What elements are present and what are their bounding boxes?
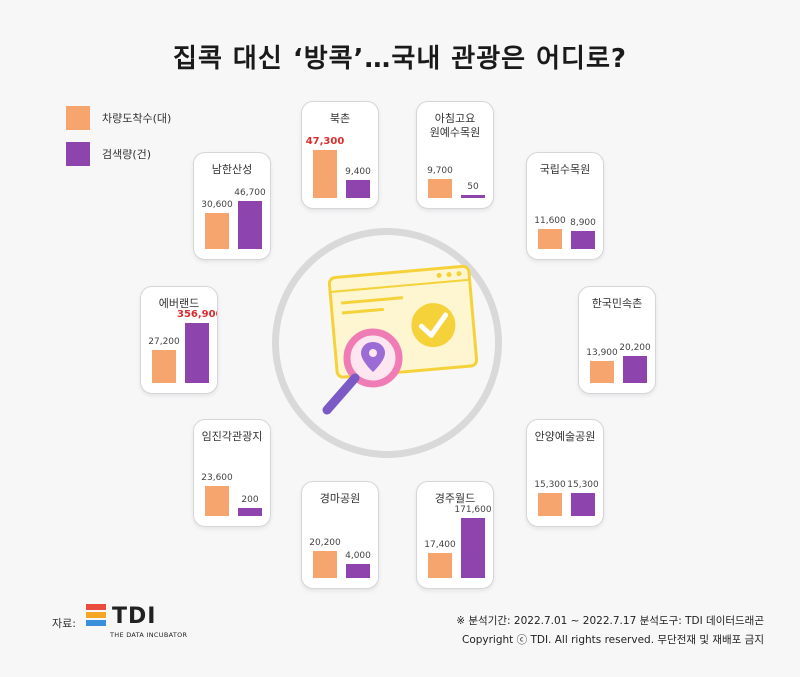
- card-10: 남한산성 30,600 46,700: [193, 152, 271, 260]
- legend: 차량도착수(대) 검색량(건): [66, 106, 171, 178]
- value-label-vehicles: 11,600: [534, 215, 566, 226]
- value-label-vehicles: 30,600: [201, 199, 233, 210]
- legend-swatch-vehicles: [66, 106, 90, 130]
- value-label-vehicles: 17,400: [424, 539, 456, 550]
- bar-vehicles: [313, 150, 337, 198]
- bar-vehicles: [538, 492, 562, 516]
- bar-searches: [346, 179, 370, 198]
- card-2: 아침고요 원예수목원 9,700 50: [416, 101, 494, 209]
- bar-searches: [623, 355, 647, 383]
- value-label-vehicles: 23,600: [201, 472, 233, 483]
- card-title: 북촌: [329, 112, 351, 125]
- source-label: 자료:: [52, 617, 76, 630]
- analysis-period-note: ※ 분석기간: 2022.7.01 ~ 2022.7.17 분석도구: TDI …: [456, 615, 764, 627]
- bar-vehicles: [152, 349, 176, 383]
- card-8: 임진각관광지 23,600 200: [193, 419, 271, 527]
- center-ring: [272, 228, 502, 458]
- value-label-searches: 50: [467, 182, 479, 192]
- value-label-vehicles: 20,200: [309, 537, 341, 548]
- card-3: 국립수목원 11,600 8,900: [526, 152, 604, 260]
- bar-vehicles: [428, 179, 452, 198]
- copyright-note: Copyright ⓒ TDI. All rights reserved. 무단…: [461, 634, 764, 646]
- card-1: 북촌 47,300 9,400: [301, 101, 379, 209]
- value-label-searches: 171,600: [454, 505, 492, 515]
- bar-searches: [571, 230, 595, 249]
- card-5: 안양예술공원 15,300 15,300: [526, 419, 604, 527]
- card-title: 안양예술공원: [534, 430, 596, 443]
- bar-searches: [346, 564, 370, 578]
- card-title: 임진각관광지: [201, 430, 263, 443]
- bar-vehicles: [205, 212, 229, 249]
- page-title: 집콕 대신 ‘방콕’…국내 관광은 어디로?: [173, 44, 627, 74]
- value-label-searches: 9,400: [345, 166, 371, 177]
- value-label-searches: 8,900: [570, 217, 596, 228]
- card-title: 한국민속촌: [591, 297, 643, 310]
- value-label-vehicles: 9,700: [427, 166, 453, 177]
- legend-label-searches: 검색량(건): [102, 148, 152, 161]
- card-title: 국립수목원: [539, 163, 591, 176]
- bar-searches: [461, 195, 485, 198]
- legend-item-searches: 검색량(건): [66, 142, 171, 166]
- bar-searches: [461, 518, 485, 578]
- legend-label-vehicles: 차량도착수(대): [102, 112, 172, 125]
- value-label-searches: 46,700: [234, 188, 266, 198]
- legend-item-vehicles: 차량도착수(대): [66, 106, 171, 130]
- bar-vehicles: [205, 485, 229, 516]
- value-label-vehicles: 15,300: [534, 479, 566, 490]
- card-9: 에버랜드 27,200 356,900: [140, 286, 218, 394]
- bar-searches: [571, 492, 595, 516]
- value-label-vehicles: 27,200: [148, 336, 180, 347]
- value-label-searches: 15,300: [567, 479, 599, 490]
- card-title: 경주월드: [434, 492, 476, 505]
- value-label-searches: 200: [241, 495, 259, 505]
- value-label-searches: 356,900: [177, 309, 218, 320]
- value-label-vehicles: 13,900: [586, 347, 618, 358]
- value-label-searches: 20,200: [619, 342, 651, 353]
- bar-searches: [185, 323, 209, 383]
- logo-text: TDI: [112, 604, 157, 629]
- value-label-searches: 4,000: [345, 551, 371, 561]
- bar-searches: [238, 508, 262, 516]
- bar-searches: [238, 201, 262, 249]
- card-6: 경주월드 17,400 171,600: [416, 481, 494, 589]
- tdi-logo-icon: [86, 604, 106, 626]
- bar-vehicles: [428, 552, 452, 578]
- bar-vehicles: [590, 360, 614, 383]
- search-illustration: [322, 264, 479, 415]
- card-7: 경마공원 20,200 4,000: [301, 481, 379, 589]
- card-title: 경마공원: [319, 492, 361, 505]
- card-title: 남한산성: [211, 163, 253, 176]
- logo-subtitle: THE DATA INCUBATOR: [110, 631, 188, 639]
- value-label-vehicles: 47,300: [305, 136, 345, 147]
- legend-swatch-searches: [66, 142, 90, 166]
- card-4: 한국민속촌 13,900 20,200: [578, 286, 656, 394]
- bar-vehicles: [313, 550, 337, 578]
- bar-vehicles: [538, 228, 562, 249]
- card-title: 아침고요 원예수목원: [429, 112, 481, 139]
- card-title: 에버랜드: [158, 297, 200, 310]
